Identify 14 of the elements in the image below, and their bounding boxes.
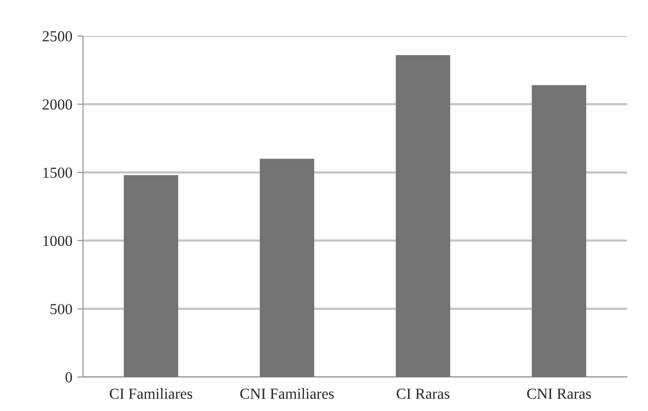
y-tick-label: 2000: [42, 99, 72, 110]
y-tick-label: 0: [66, 372, 72, 382]
y-tick-label: 1500: [43, 168, 72, 178]
bar: [124, 175, 178, 377]
bar: [396, 55, 450, 377]
x-tick-label: CNI Familiares: [240, 388, 334, 399]
y-tick-label: 2500: [42, 31, 72, 42]
bar: [532, 85, 586, 377]
y-tick-label: 500: [50, 304, 72, 314]
y-tick-label: 1000: [43, 236, 72, 246]
x-tick-label: CI Raras: [396, 388, 450, 399]
x-tick-label: CI Familiares: [110, 388, 192, 399]
bar: [260, 158, 314, 377]
x-tick-label: CNI Raras: [527, 388, 591, 399]
